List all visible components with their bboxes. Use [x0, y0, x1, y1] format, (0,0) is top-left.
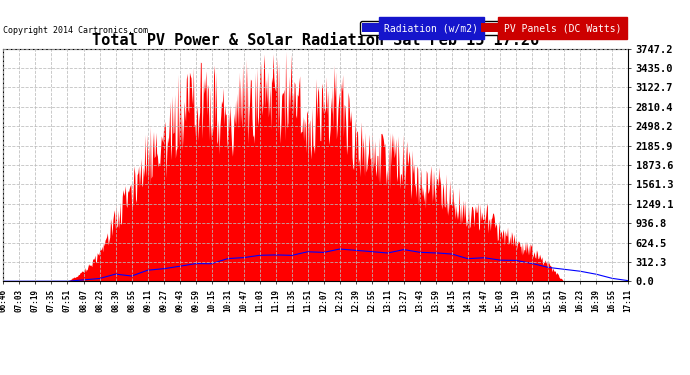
Text: Copyright 2014 Cartronics.com: Copyright 2014 Cartronics.com: [3, 26, 148, 35]
Title: Total PV Power & Solar Radiation Sat Feb 15 17:26: Total PV Power & Solar Radiation Sat Feb…: [92, 33, 540, 48]
Legend: Radiation (w/m2), PV Panels (DC Watts): Radiation (w/m2), PV Panels (DC Watts): [360, 21, 623, 35]
